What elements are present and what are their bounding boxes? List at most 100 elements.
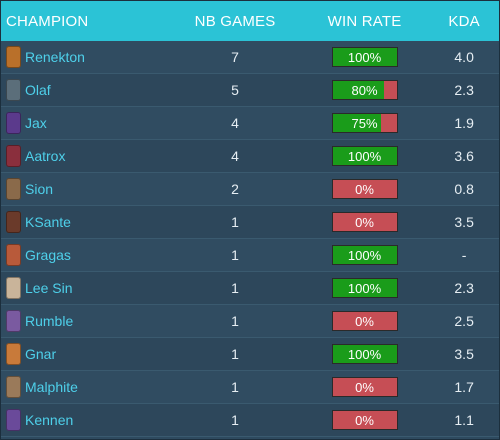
kennen-portrait-icon	[6, 409, 21, 431]
winrate-cell: 0%	[300, 212, 429, 232]
champion-name-link[interactable]: Aatrox	[25, 148, 66, 164]
winrate-label: 0%	[355, 412, 374, 428]
champion-cell: Lee Sin	[1, 277, 170, 299]
games-count: 5	[231, 82, 239, 98]
winrate-cell: 100%	[300, 245, 429, 265]
column-header-winrate[interactable]: WIN RATE	[327, 12, 402, 30]
winrate-label: 100%	[347, 49, 382, 65]
winrate-bar: 0%	[331, 311, 398, 331]
champion-name-link[interactable]: Lee Sin	[25, 280, 73, 296]
malphite-portrait-icon	[6, 376, 21, 398]
winrate-label: 0%	[355, 313, 374, 329]
kda-value: 4.0	[454, 49, 474, 65]
kda-value: 3.5	[454, 214, 474, 230]
champion-name-link[interactable]: Olaf	[25, 82, 51, 98]
column-header-games[interactable]: NB GAMES	[194, 12, 276, 30]
kda-value: 3.6	[454, 148, 474, 164]
champion-cell: Sion	[1, 178, 170, 200]
jax-portrait-icon	[6, 112, 21, 134]
winrate-bar: 0%	[331, 410, 398, 430]
table-row: Gnar 1 100% 3.5	[1, 338, 499, 371]
winrate-bar: 100%	[331, 278, 398, 298]
games-count: 1	[231, 412, 239, 428]
games-count: 1	[231, 379, 239, 395]
games-count: 1	[231, 280, 239, 296]
table-row: Sion 2 0% 0.8	[1, 173, 499, 206]
champion-cell: Gragas	[1, 244, 170, 266]
winrate-bar: 0%	[331, 212, 398, 232]
champion-cell: Gnar	[1, 343, 170, 365]
champion-cell: Renekton	[1, 46, 170, 68]
kda-value: 1.7	[454, 379, 474, 395]
champion-name-link[interactable]: Kennen	[25, 412, 74, 428]
winrate-bar: 0%	[331, 179, 398, 199]
champion-cell: Malphite	[1, 376, 170, 398]
winrate-bar: 80%	[331, 80, 398, 100]
table-row: KSante 1 0% 3.5	[1, 206, 499, 239]
winrate-cell: 100%	[300, 278, 429, 298]
champion-cell: KSante	[1, 211, 170, 233]
winrate-cell: 0%	[300, 377, 429, 397]
winrate-bar: 100%	[331, 47, 398, 67]
winrate-bar: 100%	[331, 245, 398, 265]
kda-value: -	[461, 247, 467, 263]
kda-value: 1.9	[454, 115, 474, 131]
winrate-fill	[332, 345, 397, 363]
champion-cell: Rumble	[1, 310, 170, 332]
champion-name-link[interactable]: Jax	[25, 115, 47, 131]
table-row: Lee Sin 1 100% 2.3	[1, 272, 499, 305]
column-header-champion[interactable]: CHAMPION	[6, 12, 89, 30]
table-row: Renekton 7 100% 4.0	[1, 41, 499, 74]
table-header: CHAMPION NB GAMES WIN RATE KDA	[1, 1, 499, 41]
aatrox-portrait-icon	[6, 145, 21, 167]
winrate-label: 100%	[347, 346, 382, 362]
kda-value: 2.5	[454, 313, 474, 329]
champion-cell: Jax	[1, 112, 170, 134]
games-count: 4	[231, 115, 239, 131]
winrate-label: 100%	[347, 247, 382, 263]
column-header-kda[interactable]: KDA	[448, 12, 480, 30]
champion-name-link[interactable]: Malphite	[25, 379, 78, 395]
winrate-label: 100%	[347, 280, 382, 296]
winrate-cell: 80%	[300, 80, 429, 100]
kda-value: 3.5	[454, 346, 474, 362]
kda-value: 2.3	[454, 280, 474, 296]
games-count: 2	[231, 181, 239, 197]
winrate-fill	[332, 81, 384, 99]
games-count: 1	[231, 346, 239, 362]
champion-name-link[interactable]: Sion	[25, 181, 54, 197]
ksante-portrait-icon	[6, 211, 21, 233]
table-row: Gragas 1 100% -	[1, 239, 499, 272]
games-count: 7	[231, 49, 239, 65]
renekton-portrait-icon	[6, 46, 21, 68]
champion-name-link[interactable]: Renekton	[25, 49, 85, 65]
kda-value: 1.1	[454, 412, 474, 428]
rumble-portrait-icon	[6, 310, 21, 332]
games-count: 1	[231, 247, 239, 263]
winrate-cell: 75%	[300, 113, 429, 133]
winrate-label: 100%	[347, 148, 382, 164]
champion-name-link[interactable]: Gnar	[25, 346, 57, 362]
winrate-cell: 100%	[300, 146, 429, 166]
winrate-fill	[332, 114, 381, 132]
table-row: Malphite 1 0% 1.7	[1, 371, 499, 404]
table-body: Renekton 7 100% 4.0 Olaf 5 80% 2.3 Jax 4	[1, 41, 499, 437]
winrate-label: 75%	[351, 115, 378, 131]
winrate-cell: 0%	[300, 410, 429, 430]
games-count: 1	[231, 214, 239, 230]
winrate-bar: 75%	[331, 113, 398, 133]
winrate-cell: 100%	[300, 344, 429, 364]
champion-name-link[interactable]: KSante	[25, 214, 71, 230]
gragas-portrait-icon	[6, 244, 21, 266]
games-count: 1	[231, 313, 239, 329]
lee-sin-portrait-icon	[6, 277, 21, 299]
champion-cell: Aatrox	[1, 145, 170, 167]
table-row: Jax 4 75% 1.9	[1, 107, 499, 140]
table-row: Aatrox 4 100% 3.6	[1, 140, 499, 173]
winrate-label: 80%	[351, 82, 378, 98]
champion-name-link[interactable]: Gragas	[25, 247, 71, 263]
champion-name-link[interactable]: Rumble	[25, 313, 74, 329]
table-row: Olaf 5 80% 2.3	[1, 74, 499, 107]
table-row: Kennen 1 0% 1.1	[1, 404, 499, 437]
